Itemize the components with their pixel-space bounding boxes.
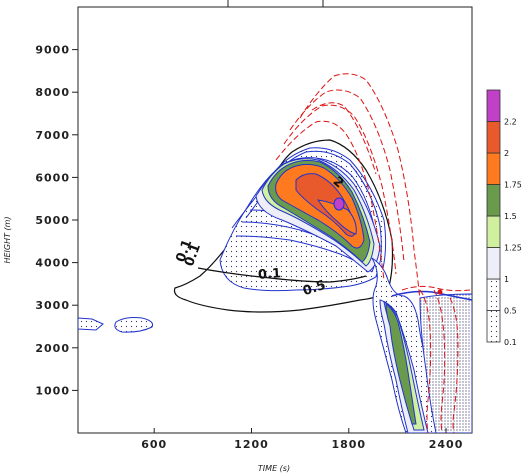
colorbar-label: 1.25 xyxy=(504,244,522,253)
colorbar-label: 2.2 xyxy=(504,118,517,127)
red-dash-9 xyxy=(401,285,471,292)
y-tick-label: 7000 xyxy=(35,129,70,142)
colorbar-swatch xyxy=(486,215,501,248)
y-tick-label: 1000 xyxy=(35,384,70,397)
red-dash-3 xyxy=(283,104,397,275)
contour-0.5-lower xyxy=(197,267,367,283)
red-dash-6 xyxy=(419,289,432,433)
red-dash-4 xyxy=(275,120,385,281)
colorbar-swatch xyxy=(486,184,501,217)
y-tick-label: 2000 xyxy=(35,342,70,355)
y-tick-label: 5000 xyxy=(35,214,70,227)
contour-label-0.5: 0.5 xyxy=(301,278,328,299)
red-dash-8 xyxy=(449,297,459,433)
colorbar-label: 1.75 xyxy=(504,181,522,190)
y-tick-label: 8000 xyxy=(35,86,70,99)
x-tick-label: 1200 xyxy=(234,438,269,451)
x-tick-label: 2400 xyxy=(429,438,464,451)
x-tick-label: 1800 xyxy=(331,438,366,451)
contour-label-0.1-b: 0.1 xyxy=(258,266,282,283)
colorbar-label: 2 xyxy=(504,149,509,158)
y-tick-label: 6000 xyxy=(35,171,70,184)
colorbar-swatch xyxy=(486,89,501,122)
x-axis-label: TIME (s) xyxy=(258,464,290,473)
red-dashed-contours xyxy=(275,73,471,433)
x-axis: 600 1200 1800 2400 xyxy=(141,428,464,451)
colorbar: 0.1 0.5 1 1.25 1.5 1.75 2 2.2 xyxy=(486,89,522,347)
red-marker xyxy=(437,289,443,295)
colorbar-label: 0.5 xyxy=(504,307,517,316)
colorbar-label: 0.1 xyxy=(504,338,517,347)
y-axis: 1000 2000 3000 4000 5000 6000 7000 8000 9000 xyxy=(35,44,78,397)
blob-left-2 xyxy=(114,317,153,333)
y-tick-label: 4000 xyxy=(35,257,70,270)
y-axis-label: HEIGHT (m) xyxy=(3,216,12,263)
column-1.5 xyxy=(385,302,417,425)
fill-2.2 xyxy=(333,197,345,211)
red-dash-2 xyxy=(289,89,405,263)
contour-field: 0.1 0.1 0.5 0.1 2 xyxy=(78,73,472,433)
colorbar-label: 1 xyxy=(504,275,509,284)
colorbar-swatch xyxy=(486,310,501,343)
colorbar-swatch xyxy=(486,121,501,154)
y-tick-label: 9000 xyxy=(35,44,70,57)
contour-label-0.1-c: 0.1 xyxy=(173,238,195,265)
blob-left-1 xyxy=(78,317,104,331)
red-dash-5 xyxy=(311,102,377,175)
blue-shelf xyxy=(391,290,472,301)
red-dash-1 xyxy=(299,73,421,301)
colorbar-swatch xyxy=(486,152,501,185)
colorbar-swatch xyxy=(486,278,501,311)
y-tick-label: 3000 xyxy=(35,299,70,312)
x-tick-label: 600 xyxy=(141,438,167,451)
contour-label-0.1-a: 0.1 xyxy=(182,242,204,269)
colorbar-label: 1.5 xyxy=(504,212,517,221)
red-dash-7 xyxy=(433,289,446,433)
colorbar-swatch xyxy=(486,247,501,280)
